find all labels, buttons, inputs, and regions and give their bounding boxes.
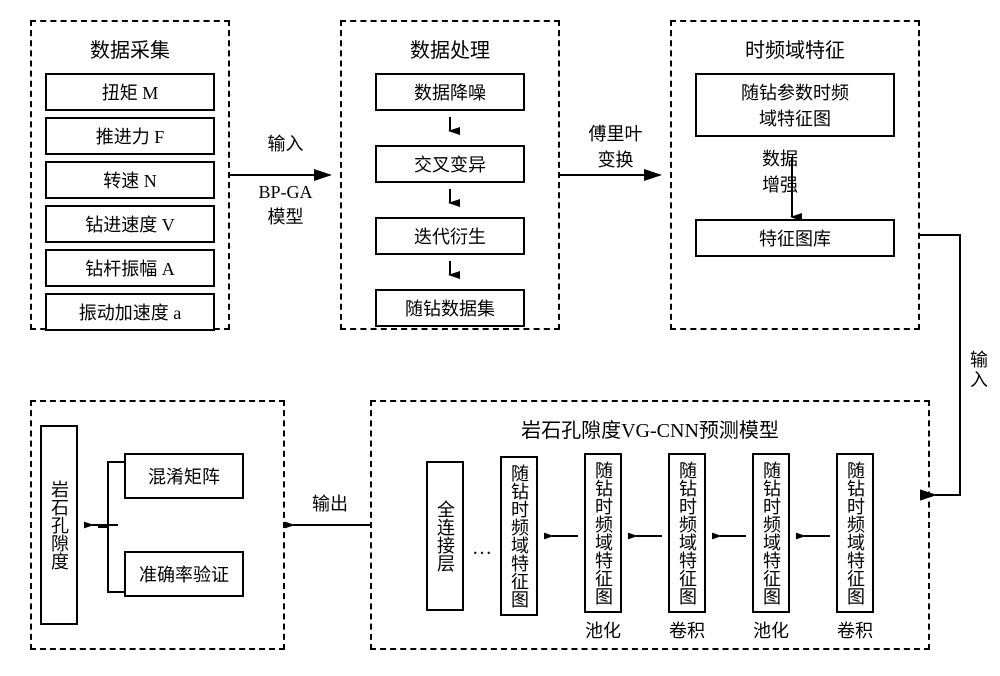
sublabel-conv-1: 卷积 <box>668 617 706 643</box>
step-iterate: 迭代衍生 <box>375 217 525 255</box>
arrow-label-bpga-below: BP-GA 模型 <box>238 182 333 229</box>
time-freq-title: 时频域特征 <box>680 34 910 63</box>
arrow-label-fourier-l1: 傅里叶 <box>568 120 663 146</box>
step-dataset: 随钻数据集 <box>375 289 525 327</box>
time-freq-block: 时频域特征 随钻参数时频 域特征图 数据 增强 特征图库 <box>670 20 920 330</box>
input-vertical-label: 输入 <box>965 350 991 390</box>
arrow-step-1-2 <box>440 117 460 139</box>
sub-empty-2 <box>500 620 538 641</box>
cnn-layers-row: 全连接层 … 随钻时频域特征图 随钻时频域特征图 池化 随钻时频域特征图 卷积 … <box>380 453 920 643</box>
cnn-col-3: 随钻时频域特征图 卷积 <box>668 453 706 643</box>
data-collection-block: 数据采集 扭矩 M 推进力 F 转速 N 钻进速度 V 钻杆振幅 A 振动加速度… <box>30 20 230 330</box>
data-processing-title: 数据处理 <box>350 34 550 63</box>
map-5: 随钻时频域特征图 <box>836 453 874 613</box>
accuracy-verify: 准确率验证 <box>124 551 244 597</box>
sublabel-pool-2: 池化 <box>752 617 790 643</box>
cnn-col-4: 随钻时频域特征图 池化 <box>752 453 790 643</box>
step-denoise: 数据降噪 <box>375 73 525 111</box>
output-block: 岩石孔隙度 混淆矩阵 准确率验证 <box>30 400 285 650</box>
cnn-col-fc: 全连接层 <box>426 461 464 636</box>
cnn-col-2: 随钻时频域特征图 池化 <box>584 453 622 643</box>
metrics-column: 混淆矩阵 准确率验证 <box>124 447 244 603</box>
output-label: 输出 <box>300 490 360 516</box>
arrow-label-fourier: 傅里叶 变换 <box>568 120 663 172</box>
param-speed: 转速 N <box>45 161 215 199</box>
arrow-cnn-2 <box>628 526 662 546</box>
param-torque: 扭矩 M <box>45 73 215 111</box>
arrow-label-bpga-l1: 输入 <box>238 130 333 156</box>
enhance-label: 数据 增强 <box>720 145 840 197</box>
arrow-step-3-4 <box>440 261 460 283</box>
data-collection-title: 数据采集 <box>40 34 220 63</box>
porosity-box: 岩石孔隙度 <box>40 425 78 625</box>
param-drill-speed: 钻进速度 V <box>45 205 215 243</box>
map-3: 随钻时频域特征图 <box>668 453 706 613</box>
cnn-ellipsis: … <box>470 537 494 560</box>
arrow-cnn-1 <box>544 526 578 546</box>
sub-empty-1 <box>426 615 464 636</box>
sublabel-conv-2: 卷积 <box>836 617 874 643</box>
map-1: 随钻时频域特征图 <box>500 456 538 616</box>
feature-map-box: 随钻参数时频 域特征图 <box>695 73 895 137</box>
step-crossover: 交叉变异 <box>375 145 525 183</box>
arrow-step-2-3 <box>440 189 460 211</box>
fc-layer: 全连接层 <box>426 461 464 611</box>
map-2: 随钻时频域特征图 <box>584 453 622 613</box>
data-processing-block: 数据处理 数据降噪 交叉变异 迭代衍生 随钻数据集 <box>340 20 560 330</box>
cnn-block: 岩石孔隙度VG-CNN预测模型 全连接层 … 随钻时频域特征图 随钻时频域特征图… <box>370 400 930 650</box>
cnn-col-1: 随钻时频域特征图 <box>500 456 538 641</box>
arrow-cnn-4 <box>796 526 830 546</box>
map-4: 随钻时频域特征图 <box>752 453 790 613</box>
arrow-cnn-to-output <box>285 515 370 535</box>
arrow-label-bpga: 输入 <box>238 130 333 156</box>
arrow-label-bpga-l3: 模型 <box>238 203 333 229</box>
cnn-title: 岩石孔隙度VG-CNN预测模型 <box>380 414 920 443</box>
arrow-cnn-3 <box>712 526 746 546</box>
param-thrust: 推进力 F <box>45 117 215 155</box>
arrow-label-bpga-l2: BP-GA <box>238 182 333 203</box>
sublabel-pool-1: 池化 <box>584 617 622 643</box>
confusion-matrix: 混淆矩阵 <box>124 453 244 499</box>
output-inner-lines <box>98 442 128 612</box>
arrow-featuremap-to-lib <box>782 157 802 225</box>
param-acceleration: 振动加速度 a <box>45 293 215 331</box>
arrow-label-fourier-l2: 变换 <box>568 146 663 172</box>
param-amplitude: 钻杆振幅 A <box>45 249 215 287</box>
cnn-col-5: 随钻时频域特征图 卷积 <box>836 453 874 643</box>
